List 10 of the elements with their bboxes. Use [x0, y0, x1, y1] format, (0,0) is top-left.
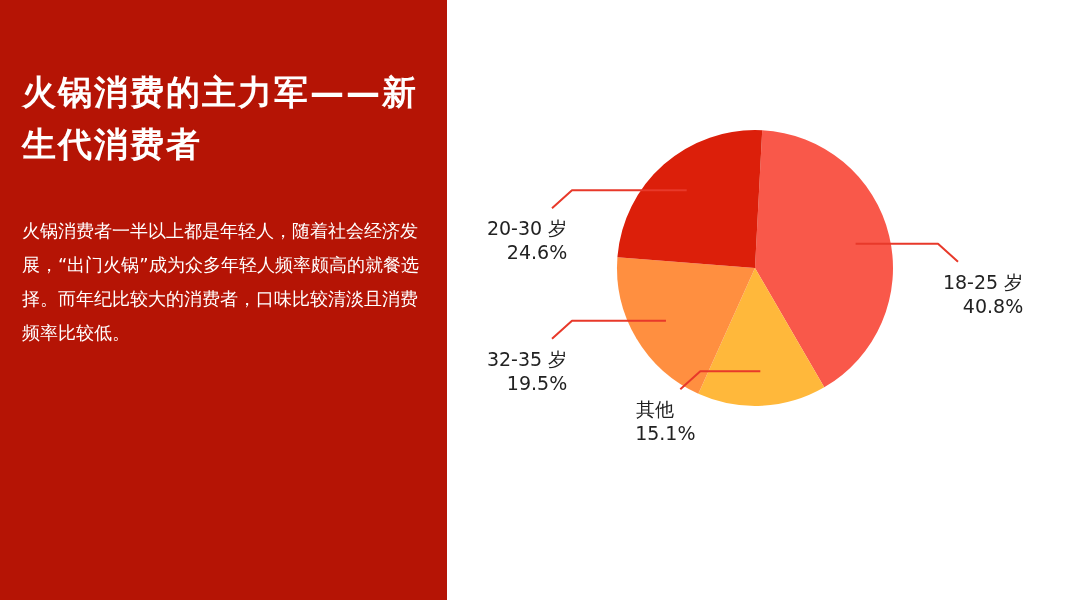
- slice-label: 32-35 岁: [486, 347, 568, 370]
- data-label: 24.6%: [506, 241, 568, 264]
- data-label: 40.8%: [962, 294, 1024, 317]
- slice-label: 18-25 岁: [942, 270, 1024, 293]
- slice-label: 其他: [636, 398, 675, 421]
- slice-label: 20-30 岁: [486, 217, 568, 240]
- chart-title: 火锅消费的主力军——新生代消费者: [22, 71, 419, 166]
- data-label: 15.1%: [635, 422, 696, 445]
- data-label: 19.5%: [506, 371, 568, 394]
- text: 火锅消费者一半以上都是年轻人，随着社会经济发展，“出门火锅”成为众多年轻人频率颇高的就餐选择。而年纪比较大的消费者，口味比较清淡且消费频率比较低。: [22, 219, 420, 345]
